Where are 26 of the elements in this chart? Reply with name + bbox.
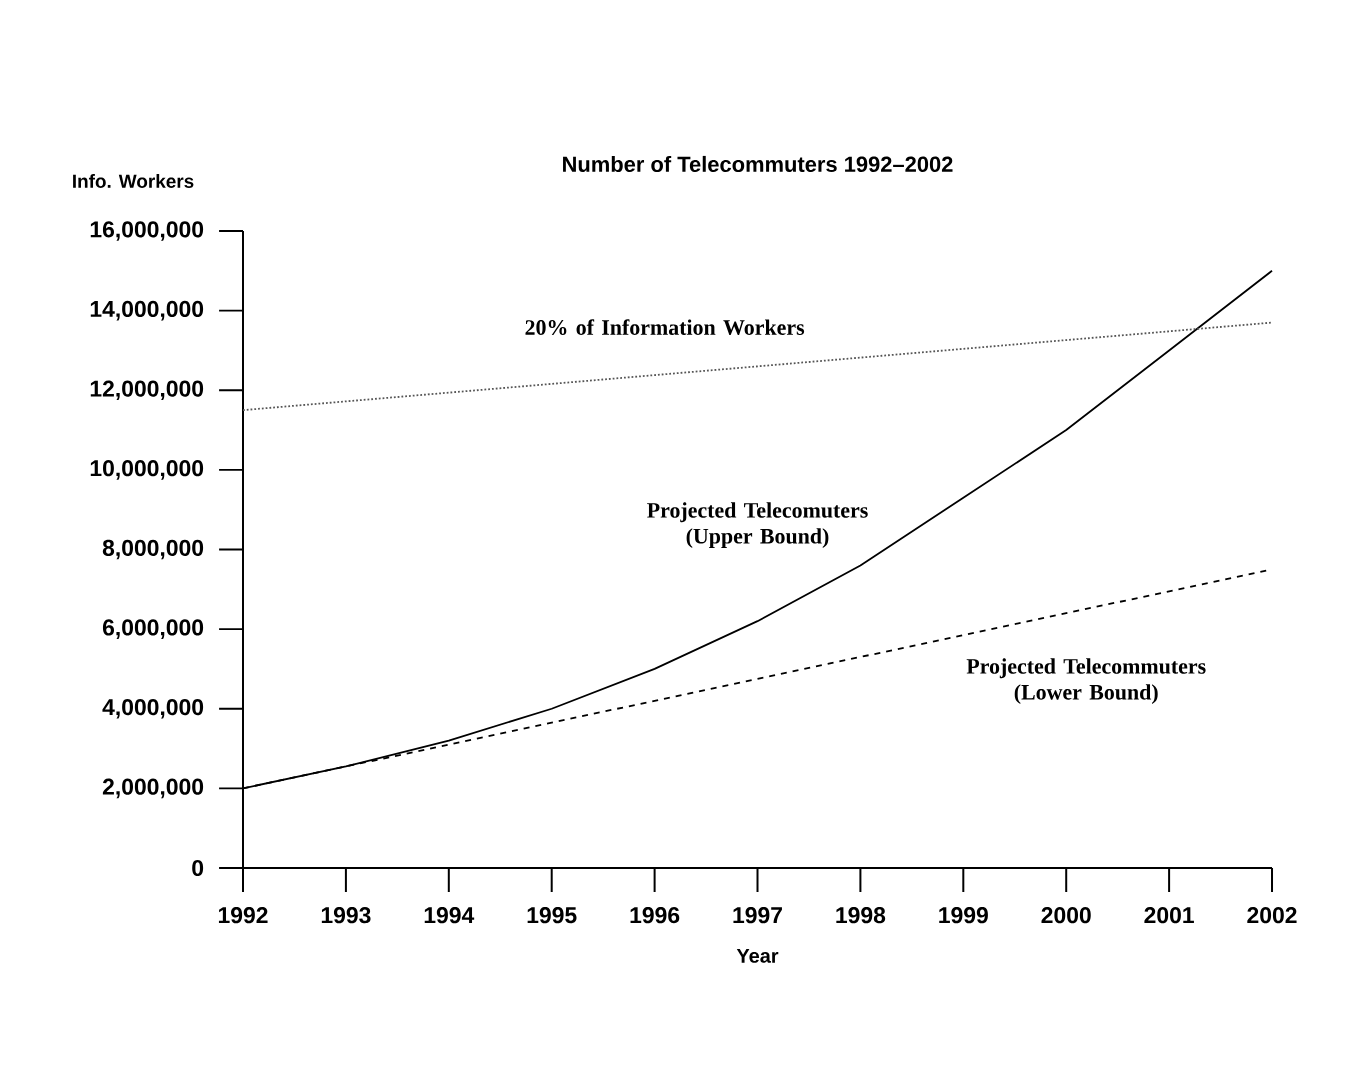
x-tick-label: 1997	[733, 907, 782, 924]
y-tick-label: 2,000,000	[102, 778, 204, 799]
x-tick-label: 2000	[1041, 907, 1091, 924]
series-label: 20% of Information Workers	[525, 319, 805, 336]
y-tick-label: 16,000,000	[90, 221, 204, 241]
chart-title: Number of Telecommuters 1992–2002	[563, 155, 953, 172]
y-tick-label: 10,000,000	[90, 460, 204, 480]
y-tick-label: 8,000,000	[102, 539, 204, 560]
x-tick-label: 1994	[424, 907, 475, 924]
y-tick-label: 6,000,000	[102, 619, 204, 639]
y-tick-label: 14,000,000	[90, 300, 204, 321]
x-tick-label: 1993	[321, 907, 371, 924]
series-label: Projected Telecomuters (Upper Bound)	[647, 502, 868, 549]
x-tick-label: 2002	[1247, 907, 1297, 924]
x-tick-label: 1996	[630, 907, 680, 924]
x-tick-label: 1998	[836, 907, 886, 924]
x-tick-label: 1992	[218, 907, 268, 924]
x-tick-label: 2001	[1144, 907, 1194, 924]
x-axis-title: Year	[736, 948, 779, 963]
x-tick-label: 1999	[939, 907, 988, 924]
y-tick-label: 0	[192, 859, 204, 877]
y-axis-title: Info. Workers	[73, 174, 194, 188]
series-label: Projected Telecommuters (Lower Bound)	[966, 658, 1206, 705]
y-tick-label: 12,000,000	[90, 380, 204, 401]
x-tick-label: 1995	[527, 907, 577, 924]
y-tick-label: 4,000,000	[102, 698, 204, 719]
